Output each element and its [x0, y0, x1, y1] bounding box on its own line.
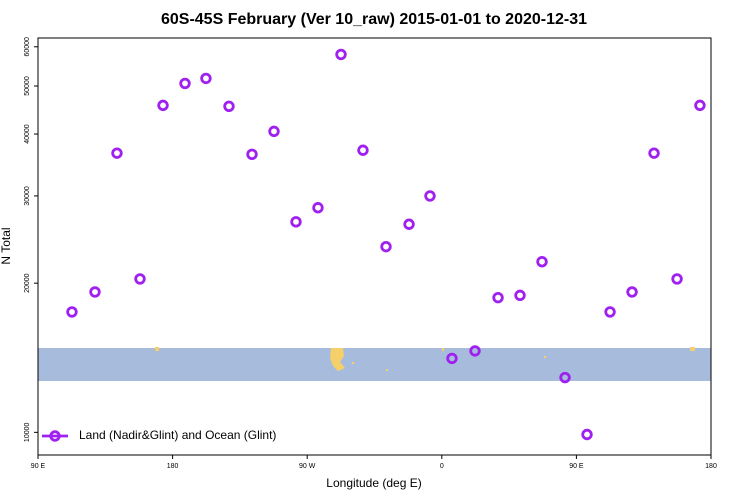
data-point: [469, 345, 481, 357]
x-tick-label: 0: [440, 463, 444, 470]
data-point: [536, 255, 548, 268]
data-point: [492, 291, 504, 304]
data-point: [424, 190, 436, 202]
x-tick-label: 90 E: [31, 463, 46, 470]
data-point: [179, 77, 191, 90]
x-tick-label: 180: [705, 463, 717, 470]
data-point: [626, 286, 638, 298]
data-point: [446, 352, 458, 365]
data-point: [268, 125, 280, 138]
data-point: [66, 306, 78, 318]
y-tick-label: 10000: [24, 422, 31, 442]
data-point: [380, 240, 392, 253]
y-axis-label: N Total: [0, 227, 13, 264]
y-tick-label: 20000: [24, 273, 31, 293]
data-point: [157, 99, 169, 112]
chart-title: 60S-45S February (Ver 10_raw) 2015-01-01…: [161, 11, 587, 28]
data-point: [403, 218, 415, 230]
data-point: [89, 286, 101, 298]
data-point: [223, 100, 235, 113]
data-point: [671, 273, 683, 285]
data-point: [134, 273, 146, 285]
data-point: [335, 48, 347, 61]
data-point: [559, 371, 571, 384]
data-point: [246, 148, 258, 161]
data-point: [312, 202, 324, 214]
y-tick-label: 40000: [24, 124, 31, 144]
x-axis-label: Longitude (deg E): [326, 476, 421, 490]
data-point: [514, 289, 526, 302]
y-tick-label: 50000: [24, 76, 31, 96]
x-tick-label: 90 W: [299, 463, 316, 470]
legend-marker: [49, 430, 61, 442]
y-tick-label: 60000: [24, 37, 31, 57]
data-point: [648, 147, 660, 159]
data-point: [581, 428, 593, 441]
data-point: [357, 144, 369, 156]
legend-label: Land (Nadir&Glint) and Ocean (Glint): [79, 428, 276, 442]
x-tick-label: 180: [167, 463, 179, 470]
data-point: [200, 72, 212, 85]
data-point: [290, 216, 302, 228]
x-tick-label: 90 E: [569, 463, 584, 470]
latitude-band: [38, 348, 711, 381]
plot-frame: [37, 37, 712, 456]
data-point: [604, 306, 616, 318]
data-point: [111, 147, 123, 159]
y-tick-label: 30000: [24, 186, 31, 206]
land-patches: [155, 347, 695, 371]
data-point: [694, 99, 706, 112]
